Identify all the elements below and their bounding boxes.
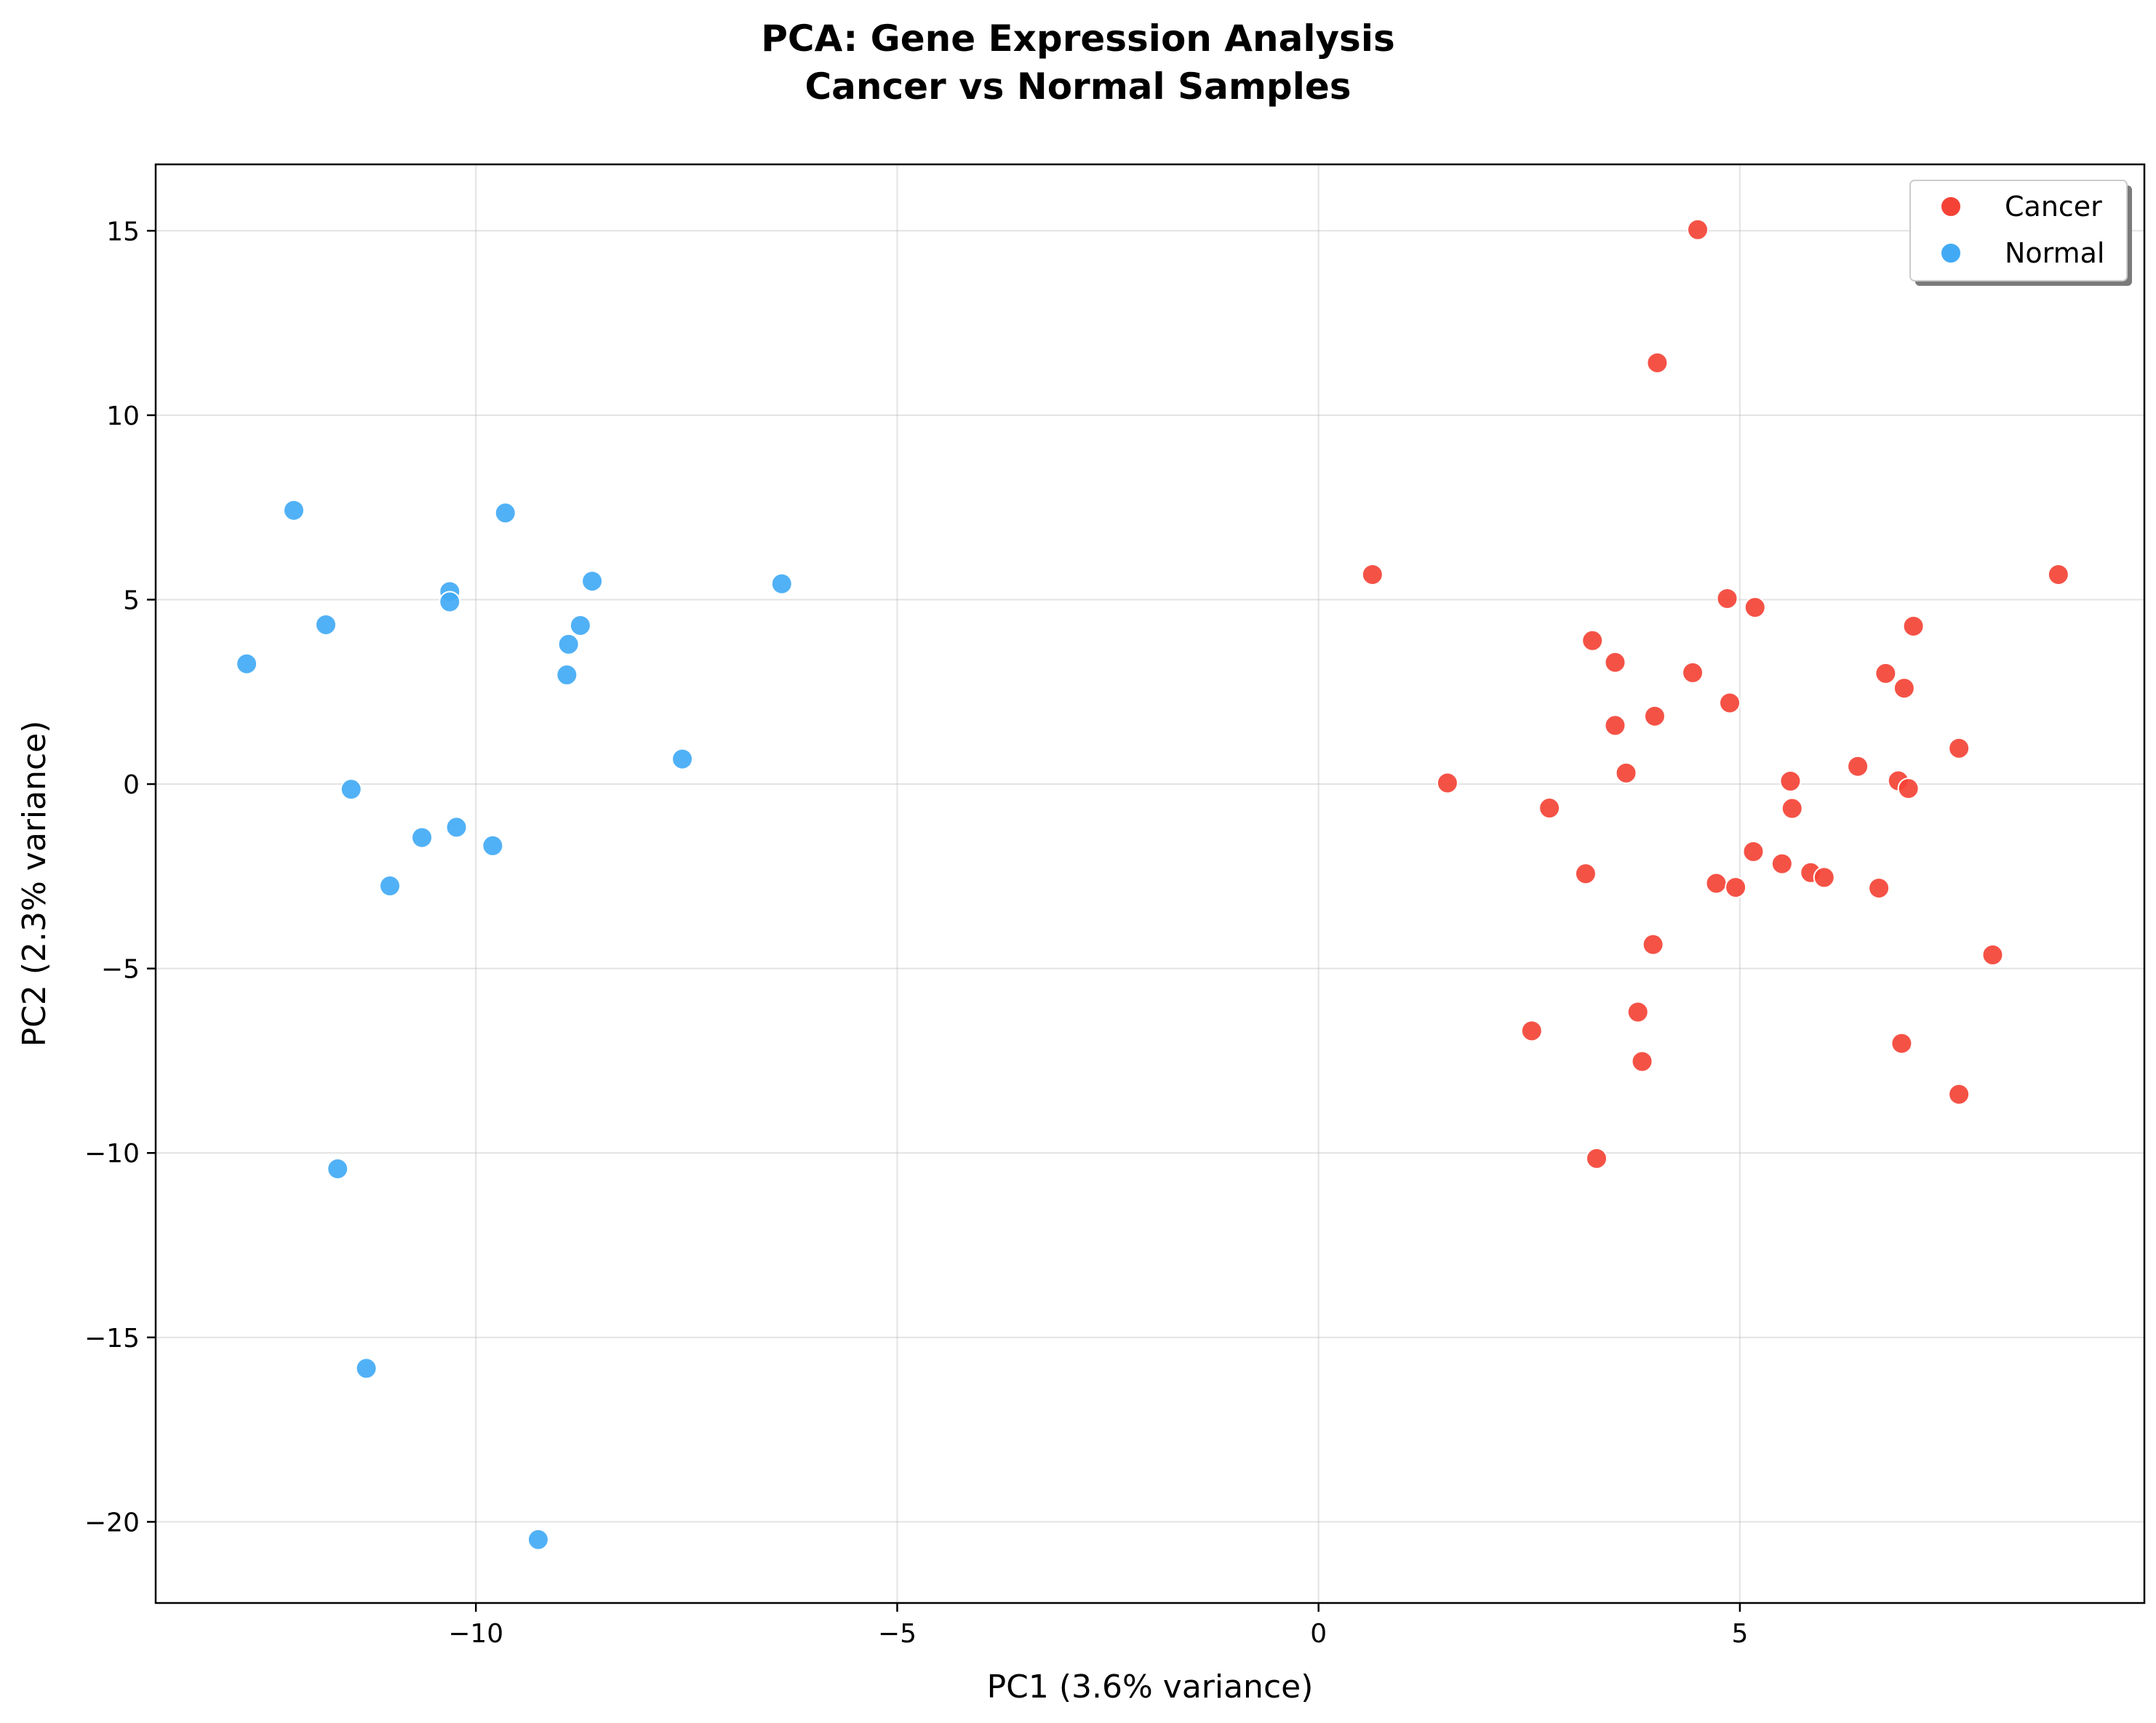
series-normal — [236, 499, 793, 1551]
cancer-point — [1705, 872, 1728, 895]
normal-point — [556, 663, 578, 686]
cancer-point — [1813, 866, 1835, 889]
cancer-point — [1725, 876, 1747, 899]
cancer-point — [1744, 596, 1766, 619]
cancer-point — [1781, 797, 1803, 820]
cancer-point — [1626, 1001, 1649, 1023]
x-tick-label: 5 — [1731, 1619, 1748, 1649]
legend-item-cancer: Cancer — [1940, 191, 2102, 223]
cancer-point — [1719, 692, 1741, 714]
cancer-point — [1574, 863, 1597, 885]
normal-point — [569, 614, 591, 636]
normal-point — [581, 570, 604, 593]
cancer-point — [1868, 877, 1891, 900]
legend-marker — [1940, 196, 1962, 217]
normal-point — [411, 826, 434, 849]
normal-point — [557, 633, 580, 655]
y-tick-label: 5 — [123, 585, 140, 615]
normal-point — [439, 591, 461, 613]
chart-title-line-1: PCA: Gene Expression Analysis — [761, 17, 1394, 60]
cancer-point — [1891, 1032, 1913, 1055]
cancer-point — [1642, 933, 1664, 956]
normal-point — [482, 834, 504, 857]
normal-point — [327, 1158, 349, 1180]
normal-point — [671, 748, 694, 770]
cancer-point — [1520, 1020, 1543, 1042]
data-points — [236, 218, 2069, 1551]
x-axis-ticks: −10 −5 0 5 — [448, 1603, 1748, 1649]
legend-item-normal: Normal — [1940, 237, 2105, 269]
cancer-point — [1847, 755, 1869, 777]
y-tick-label: −15 — [84, 1324, 140, 1354]
cancer-point — [1948, 737, 1971, 759]
normal-point — [379, 875, 402, 898]
cancer-point — [1716, 587, 1738, 609]
y-tick-label: 10 — [106, 401, 140, 431]
legend-label: Cancer — [2005, 191, 2102, 223]
y-axis-label: PC2 (2.3% variance) — [16, 721, 53, 1047]
cancer-point — [1361, 563, 1384, 585]
cancer-point — [1981, 943, 2004, 966]
grid-lines — [156, 164, 2144, 1603]
cancer-point — [1682, 661, 1704, 684]
y-tick-label: −5 — [101, 955, 140, 985]
cancer-point — [1436, 772, 1458, 794]
cancer-point — [1585, 1147, 1608, 1170]
normal-point — [236, 652, 258, 675]
normal-point — [340, 778, 362, 801]
y-axis-ticks: 15 10 5 0 −5 −10 −15 −20 — [84, 217, 156, 1538]
cancer-point — [1893, 677, 1915, 700]
y-tick-label: −10 — [84, 1139, 140, 1169]
chart-title-line-2: Cancer vs Normal Samples — [804, 65, 1351, 108]
cancer-point — [1770, 852, 1793, 875]
x-axis-label: PC1 (3.6% variance) — [987, 1668, 1314, 1706]
legend-label: Normal — [2005, 237, 2105, 269]
cancer-point — [1874, 662, 1897, 684]
cancer-point — [2047, 563, 2069, 585]
legend: Cancer Normal — [1909, 180, 2132, 286]
normal-point — [355, 1357, 378, 1380]
x-tick-label: 0 — [1310, 1619, 1327, 1649]
cancer-point — [1779, 770, 1802, 793]
cancer-point — [1643, 705, 1666, 727]
legend-box — [1909, 180, 2128, 281]
cancer-point — [1902, 615, 1925, 637]
normal-point — [527, 1528, 549, 1551]
cancer-point — [1897, 777, 1920, 800]
normal-point — [494, 502, 516, 524]
plot-frame — [154, 163, 2146, 1604]
x-tick-label: −5 — [878, 1619, 917, 1649]
y-tick-label: 0 — [123, 770, 140, 800]
cancer-point — [1615, 761, 1637, 784]
y-tick-label: −20 — [84, 1508, 140, 1538]
normal-point — [445, 816, 468, 839]
cancer-point — [1646, 351, 1669, 374]
chart-title: PCA: Gene Expression Analysis Cancer vs N… — [761, 17, 1394, 108]
normal-point — [770, 572, 793, 595]
series-cancer — [1361, 218, 2069, 1170]
normal-point — [315, 613, 338, 636]
cancer-point — [1604, 651, 1626, 673]
normal-point — [282, 499, 305, 521]
cancer-point — [1948, 1083, 1971, 1106]
legend-marker — [1940, 242, 1962, 264]
cancer-point — [1631, 1050, 1653, 1073]
y-tick-label: 15 — [106, 217, 140, 247]
cancer-point — [1581, 629, 1604, 652]
x-tick-label: −10 — [448, 1619, 503, 1649]
cancer-point — [1742, 840, 1765, 863]
cancer-point — [1604, 714, 1626, 737]
cancer-point — [1687, 218, 1709, 241]
cancer-point — [1538, 797, 1561, 820]
